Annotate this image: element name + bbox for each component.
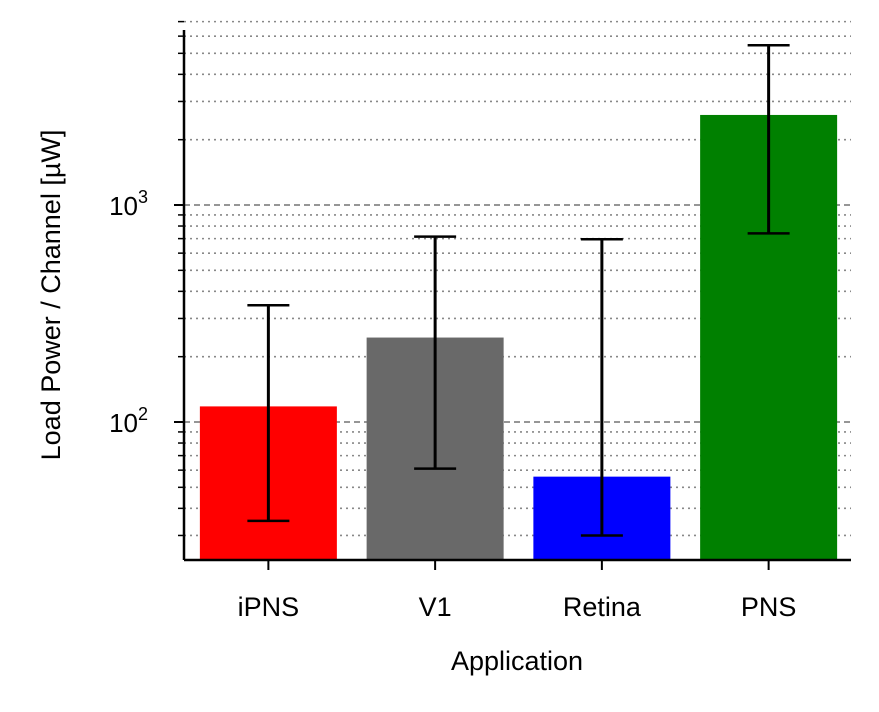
axes [182,30,851,562]
x-tick-label-v1: V1 [419,592,452,622]
y-tick-exponent: 3 [138,187,148,207]
x-tick-label-pns: PNS [741,592,797,622]
x-axis-label: Application [451,646,583,676]
y-axis-label: Load Power / Channel [µW] [36,130,66,461]
y-tick-label: 102 [109,404,148,438]
y-ticks: 102 103 [109,20,184,537]
x-ticks: iPNS V1 Retina PNS [238,560,797,622]
x-tick-label-retina: Retina [563,592,642,622]
x-tick-label-ipns: iPNS [238,592,300,622]
error-bars [247,43,790,537]
y-tick-exponent: 2 [138,404,148,424]
bars [199,114,838,561]
y-tick-label: 103 [109,187,148,221]
